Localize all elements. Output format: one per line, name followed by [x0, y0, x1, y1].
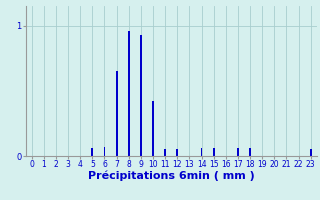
Bar	[92, 148, 93, 156]
Bar	[213, 148, 215, 156]
Bar	[310, 149, 312, 156]
Bar	[104, 147, 105, 156]
Bar	[237, 148, 239, 156]
Bar	[140, 35, 142, 156]
Bar	[176, 149, 178, 156]
Bar	[201, 148, 203, 156]
Bar	[152, 101, 154, 156]
Bar	[164, 149, 166, 156]
Bar	[128, 31, 130, 156]
X-axis label: Précipitations 6min ( mm ): Précipitations 6min ( mm )	[88, 171, 255, 181]
Bar	[249, 148, 251, 156]
Bar	[116, 71, 117, 156]
